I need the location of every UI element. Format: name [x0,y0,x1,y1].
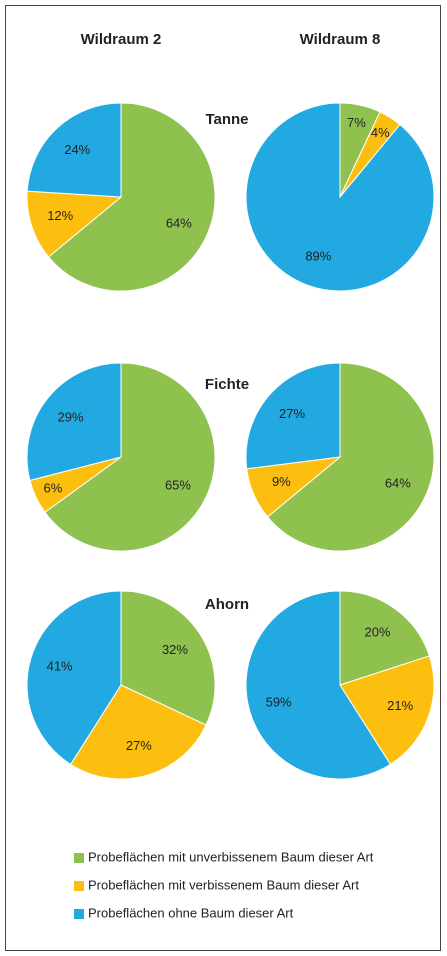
data-label: 32% [162,642,188,657]
data-label: 64% [166,216,192,231]
row-title: Tanne [205,111,248,128]
pie-slice [245,362,341,470]
data-label: 27% [279,406,305,421]
data-label: 24% [64,142,90,157]
legend-label: Probeflächen mit unverbissenem Baum dies… [88,849,374,864]
column-title: Wildraum 2 [81,31,162,48]
legend-label: Probeflächen ohne Baum dieser Art [88,905,294,920]
data-label: 59% [266,694,292,709]
data-label: 65% [165,477,191,492]
pie-slice [266,362,435,552]
row-title: Fichte [205,376,249,393]
pie-slice [26,362,122,481]
data-label: 64% [385,476,411,491]
column-title: Wildraum 8 [300,31,381,48]
frame [5,5,441,951]
pie-slice [26,102,122,198]
pie-slice [245,102,435,292]
data-label: 41% [47,659,73,674]
pie-slice [339,655,435,766]
data-label: 29% [57,409,83,424]
pie-slice [26,590,122,766]
pie-slice [47,102,216,292]
pie-slice [44,362,216,552]
pie-slice [120,590,216,726]
data-label: 7% [347,115,366,130]
data-label: 27% [126,738,152,753]
pie-slice [69,684,207,780]
data-label: 9% [272,474,291,489]
legend-swatch [74,853,84,863]
data-label: 6% [44,480,63,495]
pie-slice [339,590,431,686]
pie-slice [26,190,123,258]
data-label: 12% [47,208,73,223]
data-label: 4% [371,125,390,140]
legend-swatch [74,881,84,891]
data-label: 20% [365,625,391,640]
pie-slice [245,590,392,780]
legend-swatch [74,909,84,919]
legend-label: Probeflächen mit verbissenem Baum dieser… [88,877,359,892]
row-title: Ahorn [205,596,249,613]
data-label: 89% [305,249,331,264]
data-label: 21% [387,698,413,713]
